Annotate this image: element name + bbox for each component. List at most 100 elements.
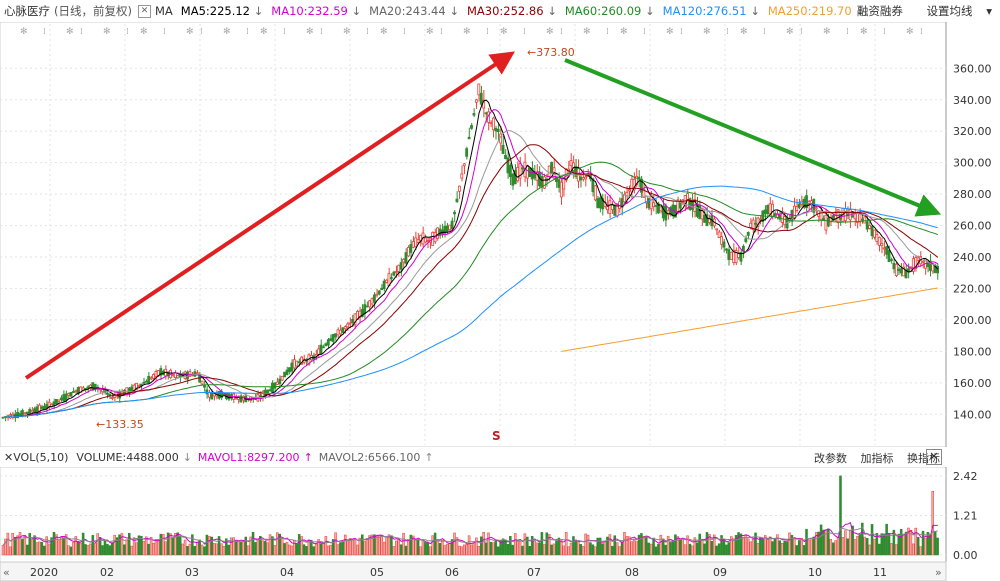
candle-body <box>494 127 498 132</box>
volume-bar <box>652 537 655 556</box>
candle-body <box>880 243 884 247</box>
high-annotation: ←373.80 <box>527 46 575 59</box>
price-tick-label: 280.00 <box>953 188 992 201</box>
event-marker-icon: ⁞ <box>606 27 609 37</box>
candle-body <box>448 224 452 231</box>
x-tick-label: 03 <box>185 566 199 579</box>
margin-trading-button[interactable]: 融资融券 <box>856 4 903 18</box>
volume-bar <box>445 544 449 556</box>
volume-bar <box>443 545 447 556</box>
event-marker-icon: ⁞ <box>920 27 923 37</box>
volume-bar <box>467 535 471 556</box>
volume-bar <box>492 542 495 556</box>
volume-bar <box>795 545 799 556</box>
scroll-right-icon[interactable]: » <box>935 566 942 579</box>
volume-bar <box>181 543 184 556</box>
volume-bar <box>933 531 937 556</box>
volume-bar <box>409 534 413 556</box>
candle-body <box>899 268 903 274</box>
event-marker-icon: ⁞ <box>283 27 286 37</box>
volume-bar <box>895 544 898 556</box>
event-marker-icon: ⁞ <box>403 27 406 37</box>
candle-body <box>406 247 410 257</box>
volume-bar <box>57 540 61 556</box>
candle-body <box>569 160 573 167</box>
volume-bar <box>297 534 301 556</box>
volume-bar <box>703 543 706 556</box>
volume-bar <box>319 543 323 556</box>
volume-bar <box>217 536 221 556</box>
candle-body <box>484 112 488 115</box>
vol-label: VOL(5,10) <box>13 450 69 464</box>
volume-bar <box>555 540 558 556</box>
volume-bar <box>251 532 255 556</box>
close-icon[interactable]: ✕ <box>926 449 942 465</box>
volume-bar <box>904 531 908 556</box>
volume-bar <box>742 536 745 556</box>
add-indicator-button[interactable]: 加指标 <box>860 452 894 465</box>
candle-body <box>365 305 369 308</box>
edit-params-button[interactable]: 改参数 <box>814 452 847 465</box>
volume-bar <box>669 542 672 556</box>
candle-body <box>472 113 476 116</box>
switch-indicator-button[interactable]: 换指标 <box>907 452 940 465</box>
close-icon[interactable]: ✕ <box>4 450 14 464</box>
volume-bar <box>523 533 527 556</box>
volume-bar <box>212 542 216 556</box>
price-tick-label: 340.00 <box>953 94 992 107</box>
candle-body <box>426 240 430 243</box>
volume-bar <box>18 532 22 556</box>
volume-bar <box>482 531 485 556</box>
candle-body <box>171 374 175 377</box>
ma-items: MA5:225.12 ↓ MA10:232.59 ↓ MA20:243.44 ↓ MA… <box>173 4 865 18</box>
candle-body <box>530 167 534 180</box>
volume-bar <box>373 534 376 556</box>
volume-bar <box>259 535 262 556</box>
x-tick-label: 2020 <box>30 566 58 579</box>
down-arrow-icon: ↓ <box>855 4 865 18</box>
volume-bar <box>516 541 519 556</box>
volume-bar <box>79 542 82 556</box>
x-tick-label: 06 <box>445 566 459 579</box>
event-marker-icon: ✻ <box>583 27 591 37</box>
volume-bar <box>159 533 163 556</box>
candle-body <box>608 200 612 214</box>
volume-bar <box>419 546 422 556</box>
volume-bar <box>603 540 607 556</box>
volume-bar <box>154 540 158 556</box>
volume-bar <box>611 545 614 556</box>
event-marker-icon: ⁞ <box>523 27 526 37</box>
candle-body <box>557 179 561 188</box>
scroll-left-icon[interactable]: « <box>3 566 10 579</box>
volume-bar <box>606 536 609 556</box>
volume-bar <box>693 537 697 556</box>
volume-bar <box>708 533 711 556</box>
volume-bar <box>679 539 682 556</box>
close-icon[interactable]: ✕ <box>137 4 151 18</box>
low-annotation: ←133.35 <box>96 418 144 431</box>
volume-bar <box>322 542 325 556</box>
candle-body <box>457 185 461 192</box>
volume-bar <box>914 527 918 556</box>
volume-bar <box>215 543 218 556</box>
volume-bar <box>361 534 364 556</box>
candle-body <box>21 410 24 417</box>
volume-bar <box>916 537 920 556</box>
volume-bar <box>458 545 461 556</box>
candle-body <box>210 391 214 400</box>
volume-bar <box>436 540 439 556</box>
mavol2-value: 6566.100 <box>367 450 421 464</box>
volume-bar <box>552 543 556 556</box>
volume-bar <box>899 528 903 556</box>
volume-bar <box>96 533 99 556</box>
volume-bar <box>754 532 757 556</box>
candle-body <box>606 204 609 211</box>
settings-button[interactable]: 设置均线 ▾ <box>917 4 992 18</box>
candle-body <box>477 83 481 96</box>
volume-bar <box>390 535 393 556</box>
volume-bar <box>819 524 823 556</box>
volume-bar <box>16 535 19 556</box>
candle-body <box>380 287 384 291</box>
candle-body <box>419 234 422 241</box>
